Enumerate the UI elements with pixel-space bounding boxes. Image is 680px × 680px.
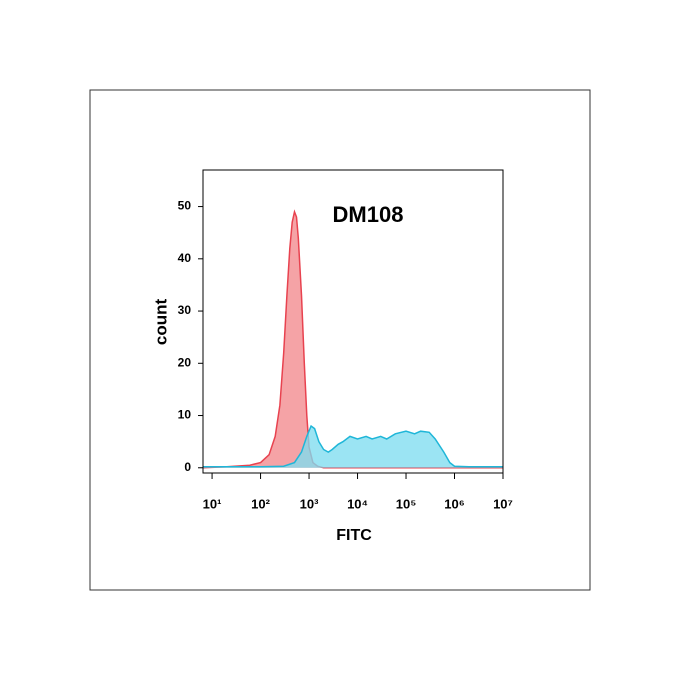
- x-tick-label: 10¹: [203, 496, 222, 511]
- y-tick-label: 30: [178, 303, 192, 317]
- y-tick-label: 0: [184, 460, 191, 474]
- area: [203, 211, 503, 468]
- y-tick-label: 20: [178, 355, 192, 369]
- x-tick-label: 10⁴: [347, 496, 368, 511]
- x-tick-label: 10⁵: [396, 496, 417, 511]
- frame: [89, 89, 591, 591]
- x-tick-label: 10²: [251, 496, 270, 511]
- y-tick-label: 40: [178, 251, 192, 265]
- x-tick-label: 10⁷: [493, 496, 513, 511]
- y-tick-label: 50: [178, 199, 192, 213]
- annotation: DM108: [333, 202, 404, 227]
- x-tick-label: 10⁶: [444, 496, 464, 511]
- y-axis-label: count: [151, 299, 170, 346]
- x-tick-label: 10³: [300, 496, 319, 511]
- line: [202, 209, 503, 469]
- area: [203, 426, 503, 468]
- y-tick-label: 10: [178, 408, 192, 422]
- line: [203, 424, 503, 468]
- plot-frame: [202, 169, 504, 474]
- x-axis-label: FITC: [336, 527, 372, 544]
